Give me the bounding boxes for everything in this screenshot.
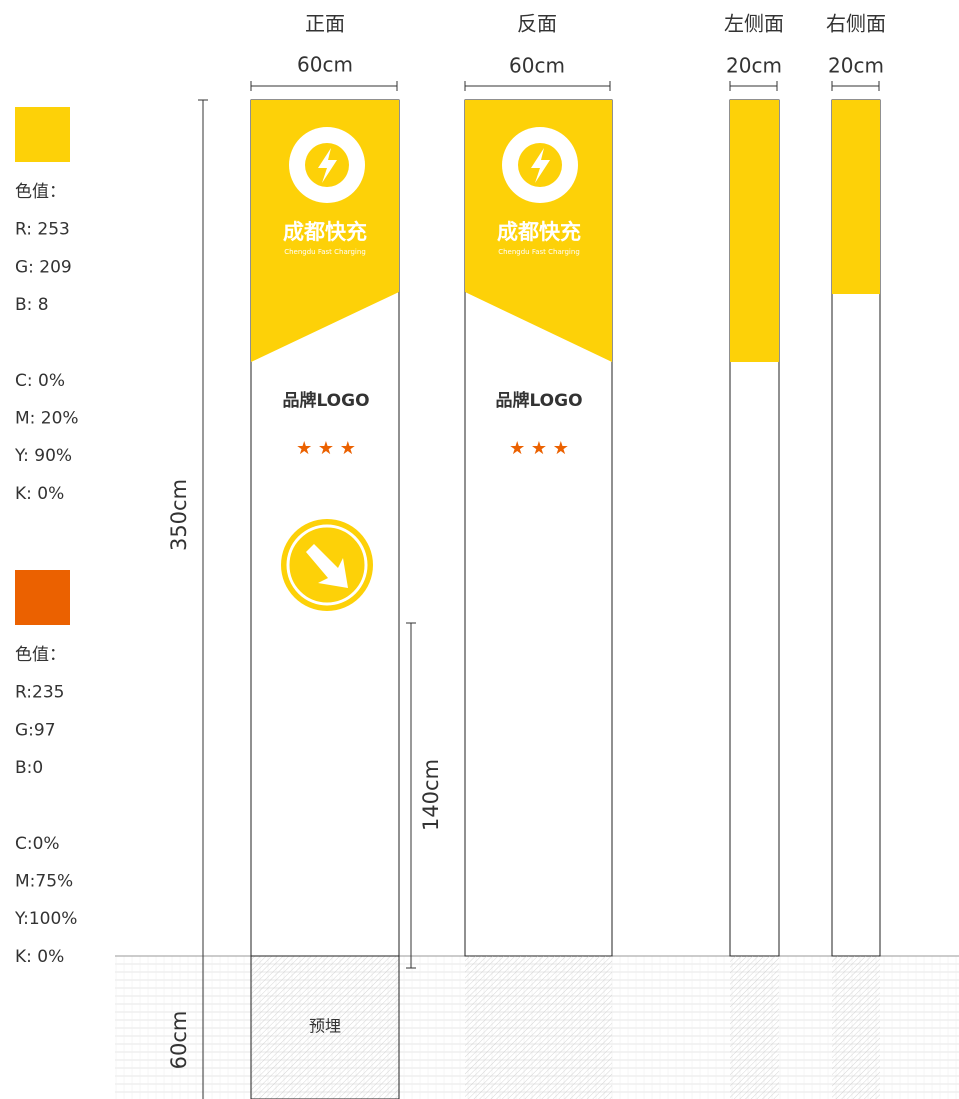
cmyk-value: Y:100%: [14, 909, 77, 929]
brand-name: 成都快充: [283, 220, 367, 244]
view-width: 60cm: [509, 54, 565, 78]
swatches: 色值： R: 253 G: 209 B: 8 C: 0% M: 20% Y: 90% K: 0…: [14, 107, 79, 967]
dimensions: 350cm 60cm 140cm: [167, 81, 880, 1099]
buried-label: 预埋: [309, 1017, 341, 1036]
cmyk-value: K: 0%: [15, 947, 64, 967]
view-label: 左侧面: [724, 12, 784, 36]
color-swatch: [15, 107, 70, 162]
cmyk-value: Y: 90%: [14, 446, 72, 466]
stars: ★ ★ ★: [296, 438, 356, 459]
swatch-label: 色值：: [15, 182, 66, 202]
brand-english: Chengdu Fast Charging: [284, 248, 366, 256]
logo-placeholder: 品牌LOGO: [495, 390, 582, 411]
left-view: [729, 99, 780, 1099]
right-view: [831, 99, 881, 1099]
view-label: 正面: [305, 12, 345, 36]
view-label: 反面: [517, 12, 557, 36]
cmyk-value: K: 0%: [15, 484, 64, 504]
view-headers: 正面 60cm 反面 60cm 左侧面 20cm 右侧面 20cm: [297, 12, 886, 78]
sign-height: 140cm: [419, 759, 443, 831]
back-view: 成都快充 Chengdu Fast Charging 品牌LOGO ★ ★ ★: [464, 99, 613, 1099]
view-width: 20cm: [828, 54, 884, 78]
cmyk-value: C:0%: [15, 834, 60, 854]
view-label: 右侧面: [826, 12, 886, 36]
cmyk-value: C: 0%: [15, 371, 65, 391]
cmyk-value: M: 20%: [15, 409, 79, 429]
rgb-value: B: 8: [15, 295, 49, 315]
front-view: 成都快充 Chengdu Fast Charging 品牌LOGO ★ ★ ★ …: [250, 99, 400, 1099]
cmyk-value: M:75%: [15, 872, 73, 892]
rgb-value: R: 253: [15, 220, 70, 240]
rgb-value: B:0: [15, 758, 43, 778]
buried-depth: 60cm: [167, 1011, 191, 1070]
stars: ★ ★ ★: [509, 438, 569, 459]
total-height: 350cm: [167, 479, 191, 551]
rgb-value: R:235: [15, 683, 64, 703]
color-swatch: [15, 570, 70, 625]
view-width: 60cm: [297, 53, 353, 77]
brand-name: 成都快充: [497, 220, 581, 244]
view-width: 20cm: [726, 54, 782, 78]
swatch-label: 色值：: [15, 645, 66, 665]
rgb-value: G: 209: [15, 257, 72, 277]
brand-english: Chengdu Fast Charging: [498, 248, 580, 256]
logo-placeholder: 品牌LOGO: [282, 390, 369, 411]
rgb-value: G:97: [15, 720, 56, 740]
